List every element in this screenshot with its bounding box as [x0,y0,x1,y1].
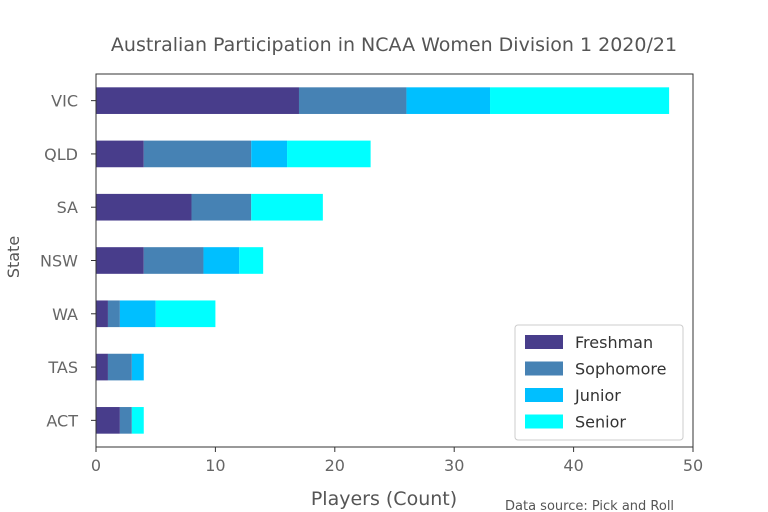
legend-swatch-freshman [525,335,563,349]
bar-nsw-freshman [96,247,144,274]
bar-sa-senior [251,193,323,221]
x-tick-label: 0 [91,456,101,475]
bar-vic-freshman [96,87,299,114]
chart-title: Australian Participation in NCAA Women D… [111,34,677,56]
bar-wa-freshman [96,300,108,328]
legend-swatch-senior [525,414,563,429]
legend-box [514,324,684,441]
x-tick-label: 40 [563,456,583,475]
bar-nsw-senior [239,247,264,274]
y-tick-label: NSW [40,252,78,271]
bar-wa-sophomore [107,300,120,328]
y-tick-label: TAS [47,358,78,377]
y-axis-label: State [4,236,23,278]
bar-act-freshman [96,407,120,434]
y-tick-label: SA [57,198,78,217]
x-tick-label: 10 [205,456,225,475]
y-tick-label: VIC [51,92,78,111]
bar-tas-freshman [96,353,108,381]
bar-vic-senior [490,87,670,114]
legend-label-senior: Senior [575,413,626,432]
legend-swatch-sophomore [525,361,563,376]
legend-swatch-junior [525,388,563,402]
bar-nsw-junior [203,247,240,274]
source-note: Data source: Pick and Roll [505,499,674,512]
legend-label-junior: Junior [574,386,621,405]
bar-sa-freshman [96,193,192,221]
bar-qld-junior [251,140,288,168]
bar-act-senior [131,407,144,434]
bar-sa-sophomore [191,193,252,221]
x-axis: 0 10 20 30 40 50 [91,447,703,475]
x-tick-label: 30 [444,456,464,475]
bar-qld-senior [287,140,371,168]
y-tick-label: QLD [44,145,78,164]
y-axis: VIC QLD SA NSW WA TAS ACT [40,92,96,430]
bar-qld-freshman [96,140,144,168]
bar-act-sophomore [119,407,132,434]
x-axis-label: Players (Count) [311,488,457,510]
legend-label-freshman: Freshman [575,333,653,352]
bar-qld-sophomore [143,140,252,168]
bar-vic-junior [406,87,491,114]
bar-wa-senior [155,300,216,328]
legend-label-sophomore: Sophomore [575,360,666,379]
x-tick-label: 50 [683,456,703,475]
y-tick-label: WA [52,305,78,324]
y-tick-label: ACT [46,411,78,430]
bar-tas-sophomore [107,353,132,381]
legend: Freshman Sophomore Junior Senior [514,324,684,441]
bar-tas-junior [131,353,144,381]
bar-wa-junior [119,300,156,328]
x-tick-label: 20 [325,456,345,475]
bars-group [96,87,670,434]
bar-nsw-sophomore [143,247,204,274]
bar-vic-sophomore [298,87,407,114]
